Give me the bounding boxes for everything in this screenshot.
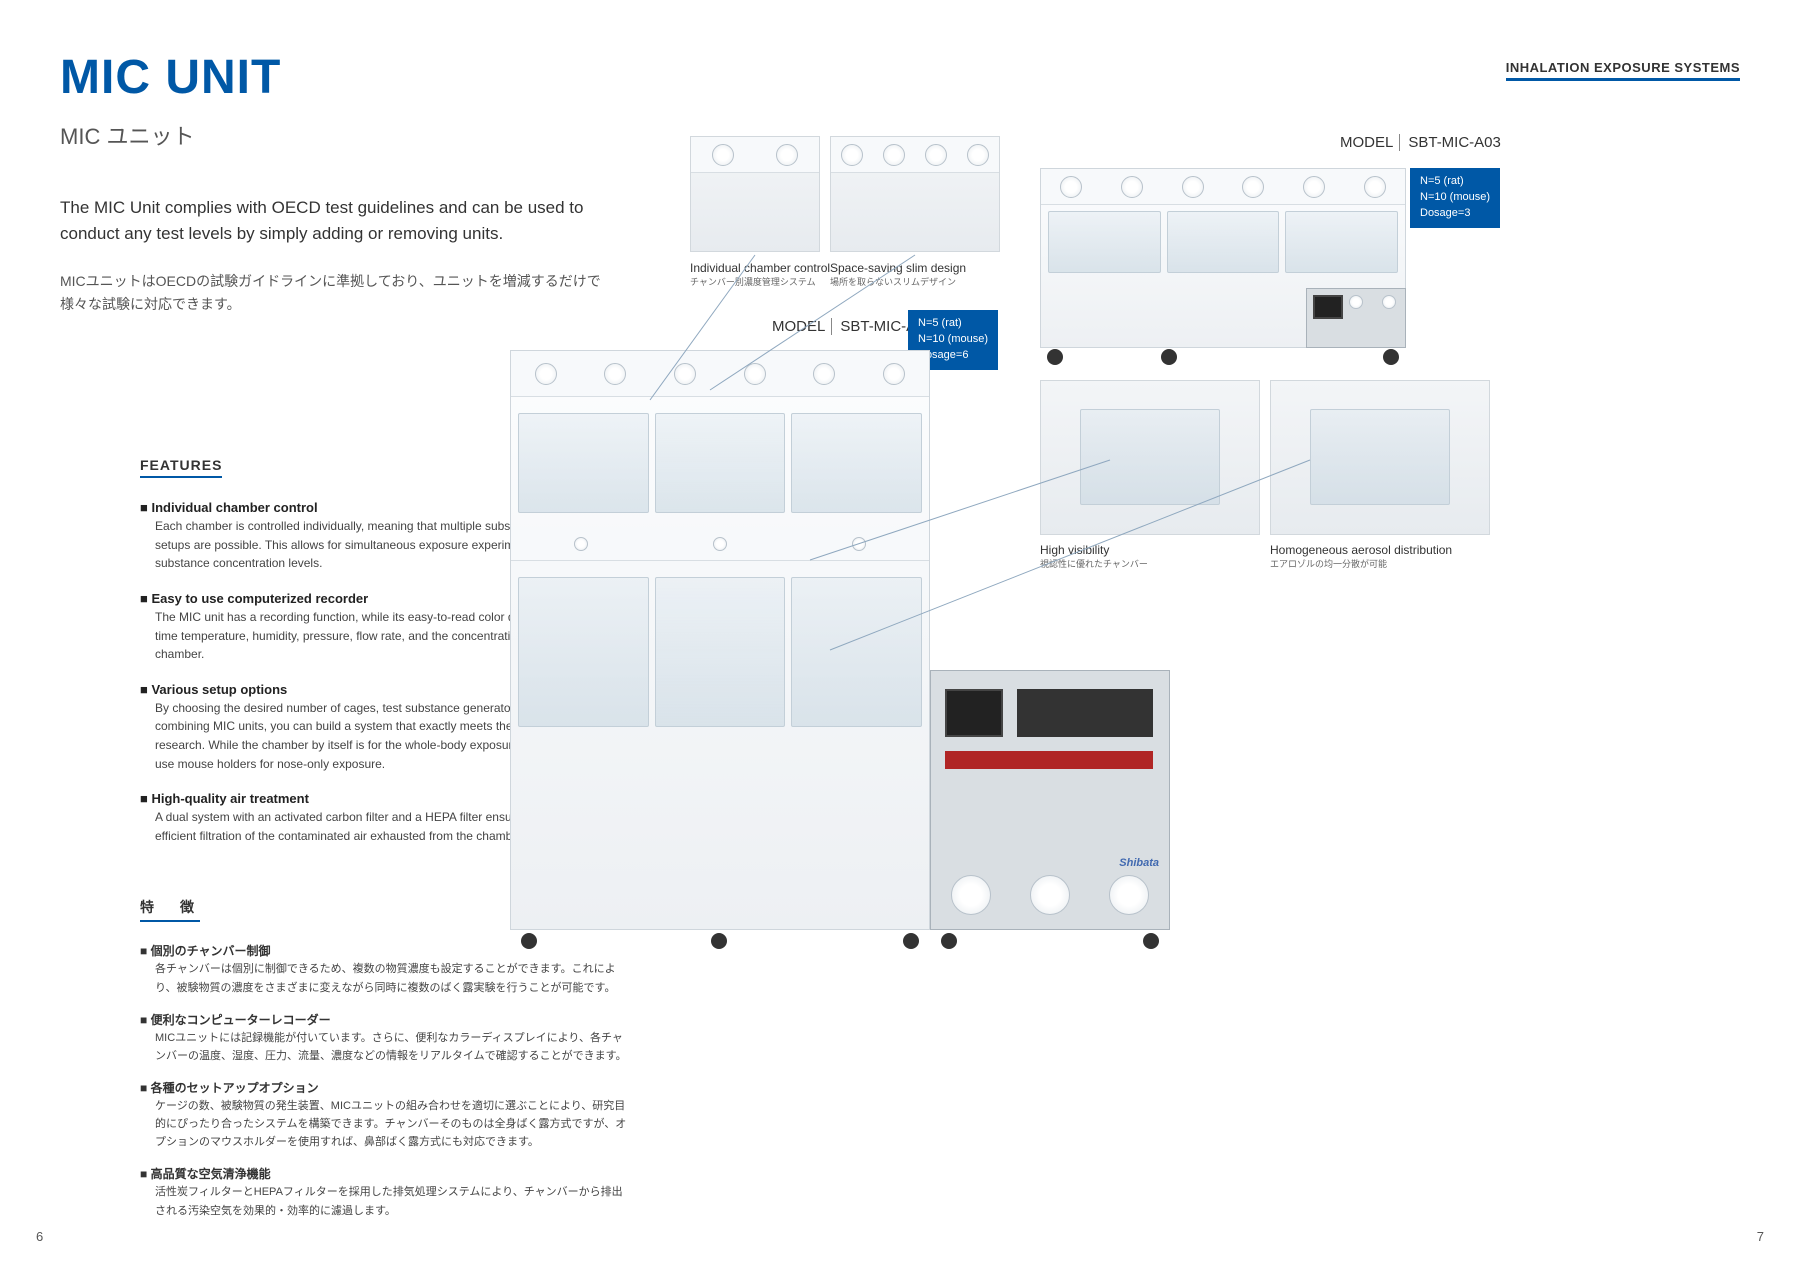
feature-jp-body: ケージの数、被験物質の発生装置、MICユニットの組み合わせを適切に選ぶことにより… xyxy=(155,1097,630,1151)
thumb-aerosol-distribution xyxy=(1270,380,1490,535)
thumb-caption-jp: エアロゾルの均一分散が可能 xyxy=(1270,557,1452,570)
thumb-chamber-control xyxy=(690,136,820,252)
feature-jp-item: 便利なコンピューターレコーダー MICユニットには記録機能が付いています。さらに… xyxy=(140,1011,630,1065)
feature-jp-title: 便利なコンピューターレコーダー xyxy=(140,1011,630,1028)
equipment-a03 xyxy=(1040,168,1406,348)
page-number-left: 6 xyxy=(36,1229,43,1244)
thumb-high-visibility xyxy=(1040,380,1260,535)
thumb-caption-jp: 場所を取らないスリムデザイン xyxy=(830,275,966,288)
page-number-right: 7 xyxy=(1757,1229,1764,1244)
thumb-slim-design xyxy=(830,136,1000,252)
features-jp-heading: 特 徴 xyxy=(140,897,200,922)
features-heading: FEATURES xyxy=(140,457,222,478)
feature-jp-item: 各種のセットアップオプション ケージの数、被験物質の発生装置、MICユニットの組… xyxy=(140,1079,630,1151)
intro-en: The MIC Unit complies with OECD test gui… xyxy=(60,195,620,248)
feature-jp-title: 各種のセットアップオプション xyxy=(140,1079,630,1096)
feature-jp-body: MICユニットには記録機能が付いています。さらに、便利なカラーディスプレイにより… xyxy=(155,1029,630,1065)
equipment-a06 xyxy=(510,350,930,930)
model-code: SBT-MIC-A03 xyxy=(1408,134,1501,151)
feature-jp-title: 高品質な空気清浄機能 xyxy=(140,1165,630,1182)
header-category: INHALATION EXPOSURE SYSTEMS xyxy=(1506,60,1740,81)
equipment-a06-console: Shibata xyxy=(930,670,1170,930)
thumb-caption-jp: 視認性に優れたチャンバー xyxy=(1040,557,1148,570)
thumb-caption-en: High visibility xyxy=(1040,543,1148,557)
thumb-caption-jp: チャンバー別濃度管理システム xyxy=(690,275,830,288)
page-title: MIC UNIT xyxy=(60,50,1740,105)
model-a03-label: MODEL SBT-MIC-A03 xyxy=(1340,134,1501,151)
model-tag: MODEL xyxy=(772,318,832,335)
thumb-caption-en: Homogeneous aerosol distribution xyxy=(1270,543,1452,557)
feature-jp-body: 各チャンバーは個別に制御できるため、複数の物質濃度も設定することができます。これ… xyxy=(155,960,630,996)
feature-jp-item: 高品質な空気清浄機能 活性炭フィルターとHEPAフィルターを採用した排気処理シス… xyxy=(140,1165,630,1219)
visual-area: Individual chamber control チャンバー別濃度管理システ… xyxy=(680,130,1740,1222)
thumb-caption-en: Space-saving slim design xyxy=(830,261,966,275)
feature-jp-title: 個別のチャンバー制御 xyxy=(140,942,630,959)
feature-jp-item: 個別のチャンバー制御 各チャンバーは個別に制御できるため、複数の物質濃度も設定す… xyxy=(140,942,630,996)
model-a03-spec: N=5 (rat) N=10 (mouse) Dosage=3 xyxy=(1410,168,1500,228)
thumb-caption-en: Individual chamber control xyxy=(690,261,830,275)
brand-logo: Shibata xyxy=(1119,857,1159,869)
intro-jp: MICユニットはOECDの試験ガイドラインに準拠しており、ユニットを増減するだけ… xyxy=(60,270,620,318)
model-tag: MODEL xyxy=(1340,134,1400,151)
feature-jp-body: 活性炭フィルターとHEPAフィルターを採用した排気処理システムにより、チャンバー… xyxy=(155,1183,630,1219)
